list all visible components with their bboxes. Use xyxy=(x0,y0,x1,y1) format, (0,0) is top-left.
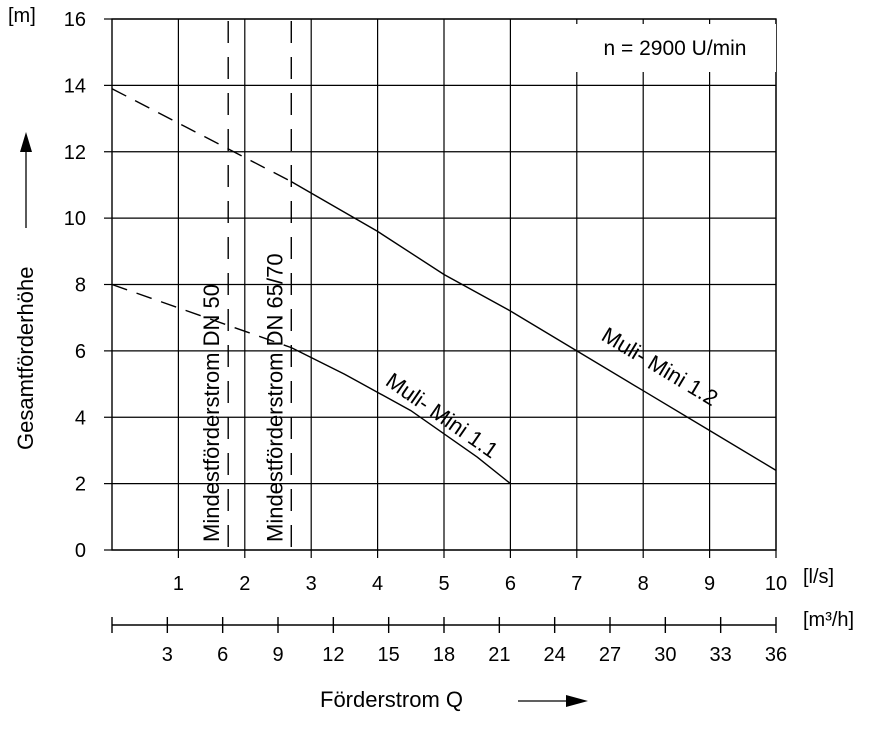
annotation-box xyxy=(573,24,776,72)
secondary-axis-tick-label: 24 xyxy=(544,644,566,666)
x-axis-title-group: Förderstrom Q xyxy=(320,687,588,712)
min-flow-label: Mindestförderstrom DN 50 xyxy=(199,284,224,542)
x-tick-label: 3 xyxy=(306,573,317,595)
y-tick-label: 2 xyxy=(75,474,86,496)
y-axis-arrow-icon xyxy=(20,132,32,152)
curve-solid-segment xyxy=(290,346,511,485)
x-tick-label: 5 xyxy=(438,573,449,595)
curve-dashed-segment xyxy=(111,283,292,349)
secondary-axis-tick-label: 30 xyxy=(654,644,676,666)
curve-solid-segment xyxy=(290,180,777,471)
secondary-axis-tick-label: 21 xyxy=(488,644,510,666)
curve-dashed-segment xyxy=(111,88,292,183)
x-tick-label: 9 xyxy=(704,573,715,595)
plot-border xyxy=(111,18,777,551)
y-tick-label: 14 xyxy=(64,75,86,97)
x-tick-label: 6 xyxy=(505,573,516,595)
x-axis-title: Förderstrom Q xyxy=(320,687,463,712)
y-axis-title-group: Gesamtförderhöhe xyxy=(13,132,38,450)
y-tick-label: 0 xyxy=(75,540,86,562)
x-tick-label: 10 xyxy=(765,573,787,595)
x-tick-label: 2 xyxy=(239,573,250,595)
y-tick-label: 4 xyxy=(75,407,86,429)
secondary-axis-tick-label: 33 xyxy=(710,644,732,666)
secondary-axis-tick-label: 15 xyxy=(378,644,400,666)
secondary-axis-tick-label: 18 xyxy=(433,644,455,666)
y-tick-label: 12 xyxy=(64,142,86,164)
secondary-axis-tick-label: 36 xyxy=(765,644,787,666)
secondary-axis-tick-label: 3 xyxy=(162,644,173,666)
y-tick-label: 6 xyxy=(75,341,86,363)
x-tick-label: 1 xyxy=(173,573,184,595)
y-tick-label: 10 xyxy=(64,208,86,230)
series-label: Muli- Mini 1.1 xyxy=(381,368,502,464)
min-flow-lines: Mindestförderstrom DN 50 Mindestförderstr… xyxy=(199,21,292,550)
min-flow-label: Mindestförderstrom DN 65/70 xyxy=(262,253,287,542)
secondary-axis-tick-label: 6 xyxy=(217,644,228,666)
secondary-axis-tick-label: 12 xyxy=(322,644,344,666)
speed-annotation: n = 2900 U/min xyxy=(603,37,746,60)
x-tick-label: 4 xyxy=(372,573,383,595)
x-unit-primary: [l/s] xyxy=(803,566,834,588)
secondary-axis-tick-label: 27 xyxy=(599,644,621,666)
series-label: Muli- Mini 1.2 xyxy=(597,322,722,411)
y-unit: [m] xyxy=(8,5,36,27)
x-tick-label: 7 xyxy=(571,573,582,595)
y-tick-label: 16 xyxy=(64,9,86,31)
x-unit-secondary: [m³/h] xyxy=(803,609,854,631)
x-tick-label: 8 xyxy=(638,573,649,595)
x-axis-arrow-icon xyxy=(566,695,588,707)
y-tick-label: 8 xyxy=(75,275,86,297)
y-axis-title: Gesamtförderhöhe xyxy=(13,267,38,450)
secondary-axis-tick-label: 9 xyxy=(272,644,283,666)
